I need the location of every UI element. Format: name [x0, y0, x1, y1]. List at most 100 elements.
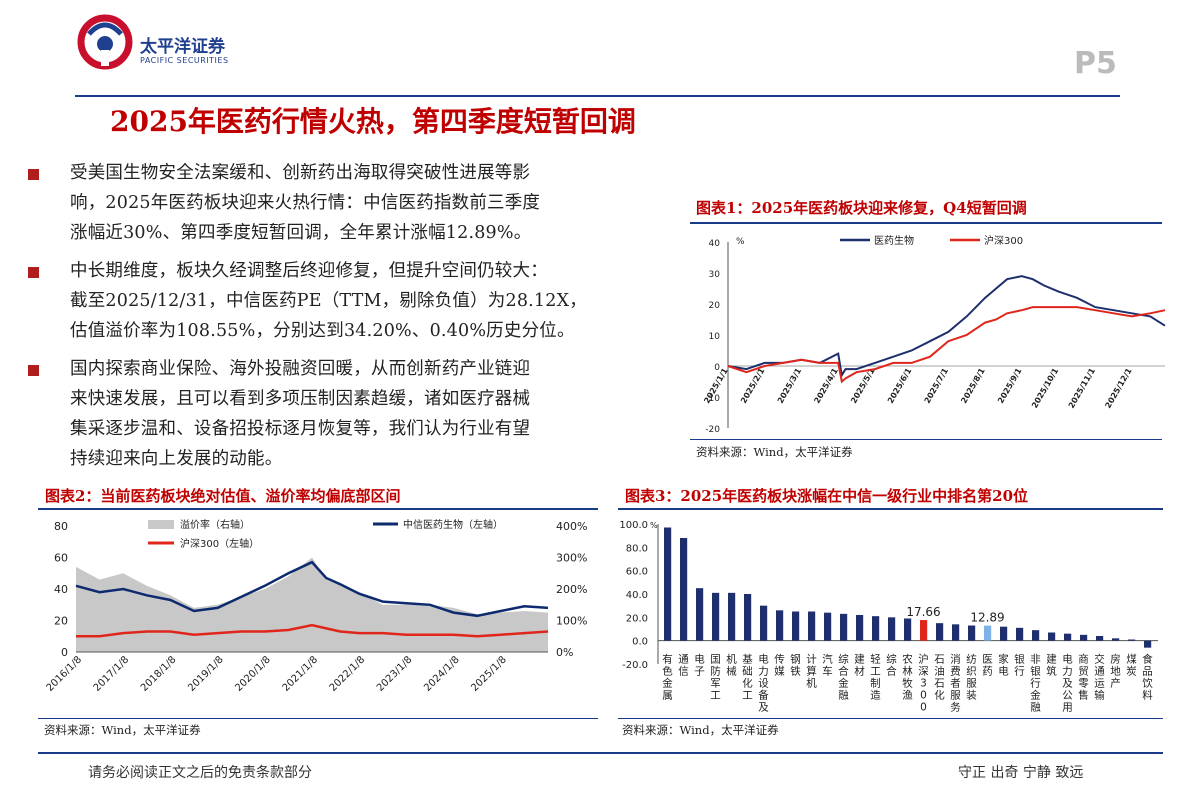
fig3-category-label: 品 — [1142, 666, 1153, 678]
fig2-xtick-label: 2024/1/8 — [422, 654, 462, 694]
fig3-category-label: 力 — [758, 665, 769, 678]
fig3-category-label: 综 — [838, 653, 849, 666]
fig3-category-label: 务 — [950, 701, 961, 714]
header-rule — [75, 95, 1120, 97]
fig3-ytick-label: 80.0 — [626, 543, 648, 554]
fig3-category-label: 家 — [998, 653, 1009, 666]
fig3-category-label: 子 — [694, 666, 705, 678]
fig3-category-label: 铁 — [790, 665, 801, 678]
fig3-category-label: 炭 — [1126, 666, 1137, 678]
fig2-xtick-label: 2020/1/8 — [233, 654, 273, 694]
fig3-category-label: 建 — [854, 653, 865, 666]
fig3-category-label: 造 — [870, 689, 881, 702]
fig3-bar — [856, 615, 864, 641]
fig2-right-ytick: 100% — [556, 615, 587, 628]
fig3-rule — [618, 508, 1163, 510]
fig3-category-label: 运 — [1094, 678, 1105, 690]
fig3-category-label: 计 — [806, 653, 817, 666]
fig3-bar — [968, 625, 976, 641]
fig1-xtick-label: 2025/7/1 — [923, 366, 951, 405]
fig2-series-line-1 — [75, 560, 549, 618]
fig3-title: 图表3：2025年医药板块涨幅在中信一级行业中排名第20位 — [625, 487, 1029, 505]
fig3-category-label: 金 — [838, 677, 849, 690]
fig3-category-label: 建 — [1046, 653, 1057, 666]
fig1-title: 图表1：2025年医药板块迎来修复，Q4短暂回调 — [696, 199, 1027, 217]
fig2-xtick-label: 2017/1/8 — [92, 654, 132, 694]
fig2-premium-area — [76, 557, 548, 652]
fig1-xtick-label: 2025/3/1 — [776, 366, 804, 405]
fig1-legend-label: 医药生物 — [874, 234, 914, 247]
fig1-xtick-label: 2025/6/1 — [886, 366, 914, 405]
fig2-series-line-2 — [76, 623, 549, 638]
fig3-ytick-label: 40.0 — [626, 590, 648, 601]
fig3-bar — [888, 617, 896, 641]
fig3-category-label: 纺 — [966, 653, 977, 666]
fig3-category-label: 药 — [982, 666, 993, 678]
fig3-category-label: 料 — [1142, 689, 1153, 702]
fig3-category-label: 融 — [838, 690, 849, 702]
fig3-category-label: 0 — [920, 690, 927, 702]
fig3-bar — [1080, 634, 1088, 641]
fig3-bar — [840, 613, 848, 641]
fig3-bar — [1016, 627, 1024, 641]
fig2-rule — [38, 508, 598, 510]
fig1-rule-bottom — [690, 439, 1162, 440]
fig3-category-label: 汽 — [822, 653, 833, 666]
fig3-category-label: 者 — [950, 678, 961, 690]
fig3-bar — [664, 527, 672, 641]
fig1-ytick-label: 0 — [714, 363, 720, 373]
fig3-bar — [808, 611, 816, 641]
fig3-category-label: 金 — [1030, 689, 1041, 702]
fig3-category-label: 织 — [966, 666, 977, 678]
fig3-category-label: 食 — [1142, 653, 1153, 666]
fig3-category-label: 机 — [726, 653, 737, 666]
fig2-left-ytick: 0 — [61, 646, 68, 659]
fig3-category-label: 地 — [1110, 665, 1121, 678]
fig1-xtick-label: 2025/10/1 — [1030, 366, 1060, 410]
fig2-right-ytick: 0% — [556, 646, 573, 659]
fig3-bar — [1128, 639, 1136, 641]
fig2-legend-label: 中信医药生物（左轴） — [403, 518, 503, 531]
fig3-ytick-label: -20.0 — [622, 660, 648, 671]
bullet-marker — [28, 365, 39, 376]
fig3-category-label: 设 — [758, 678, 769, 690]
bullet-paragraph-1: 受美国生物安全法案缓和、创新药出海取得突破性进展等影 响，2025年医药板块迎来火… — [70, 163, 541, 243]
fig1-ytick-label: 10 — [709, 332, 721, 342]
fig3-category-label: 交 — [1094, 653, 1105, 666]
fig3-bar — [744, 594, 752, 641]
fig3-category-label: 3 — [920, 678, 927, 690]
fig3-category-label: 备 — [758, 689, 769, 702]
fig3-category-label: 售 — [1078, 689, 1089, 702]
fig2-left-ytick: 20 — [54, 615, 68, 628]
fig3-category-label: 防 — [710, 665, 721, 678]
fig3-chart: 100.080.060.040.020.00.0-20.0%有色金属通信电子国防… — [619, 520, 1158, 714]
fig3-category-label: 合 — [886, 665, 897, 678]
bullet-marker — [28, 267, 39, 278]
fig3-category-label: 贸 — [1078, 666, 1089, 678]
fig2-xtick-label: 2022/1/8 — [328, 654, 368, 694]
fig3-category-label: 沪 — [918, 653, 929, 666]
fig3-category-label: 军 — [710, 678, 721, 690]
fig3-category-label: 色 — [662, 665, 673, 678]
fig3-data-label: 17.66 — [906, 605, 940, 619]
fig3-category-label: 煤 — [1126, 653, 1137, 666]
fig3-category-label: 制 — [870, 677, 881, 690]
fig2-xtick-label: 2025/1/8 — [469, 654, 509, 694]
company-logo — [75, 10, 135, 70]
fig3-category-label: 银 — [1014, 653, 1025, 666]
fig3-bar — [792, 611, 800, 641]
fig3-category-label: 械 — [726, 665, 737, 678]
fig1-yunit: % — [736, 237, 745, 247]
fig3-bar — [776, 610, 784, 641]
fig3-bar — [904, 618, 912, 641]
fig3-bar — [872, 616, 880, 641]
fig3-bar — [1064, 633, 1072, 641]
fig3-bar — [1000, 626, 1008, 641]
fig3-category-label: 油 — [934, 665, 945, 678]
fig3-bar — [984, 625, 992, 641]
fig3-bar — [728, 592, 736, 641]
bullet-paragraph-2: 中长期维度，板块久经调整后终迎修复，但提升空间仍较大： 截至2025/12/31，… — [70, 261, 587, 341]
fig3-category-label: 银 — [1030, 665, 1041, 678]
fig3-category-label: 有 — [662, 653, 673, 666]
fig3-category-label: 牧 — [902, 677, 913, 690]
